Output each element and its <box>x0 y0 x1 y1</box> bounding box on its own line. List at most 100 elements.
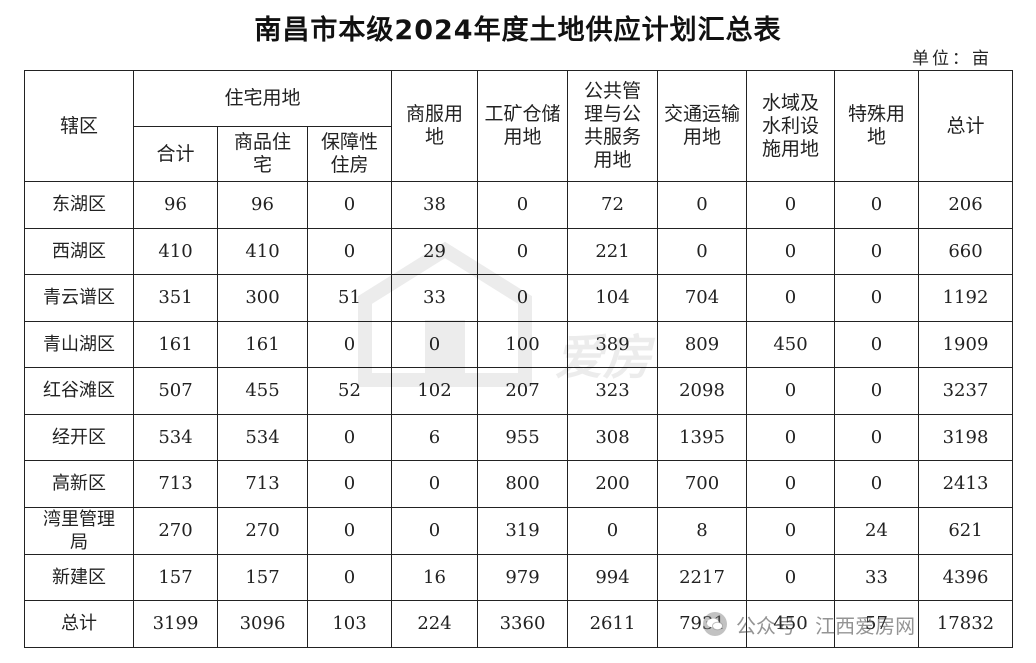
cell-transport: 2098 <box>657 367 747 415</box>
cell-transport: 700 <box>657 460 747 508</box>
table-row: 高新区 713 713 0 0 800 200 700 0 0 2413 <box>24 460 1013 508</box>
cell-public: 104 <box>567 274 658 322</box>
cell-industrial: 979 <box>477 553 568 601</box>
cell-water: 0 <box>746 227 835 275</box>
cell-industrial: 0 <box>477 274 568 322</box>
cell-district: 青云谱区 <box>24 274 134 322</box>
cell-res-affordable: 52 <box>307 367 392 415</box>
cell-commercial: 33 <box>391 274 478 322</box>
cell-special: 0 <box>834 227 919 275</box>
table-row: 青云谱区 351 300 51 33 0 104 704 0 0 1192 <box>24 274 1013 322</box>
header-total: 总计 <box>918 70 1013 182</box>
cell-special: 0 <box>834 367 919 415</box>
cell-district: 总计 <box>24 600 134 648</box>
cell-res-commercial: 300 <box>217 274 308 322</box>
table-row: 湾里管理局 270 270 0 0 319 0 8 0 24 621 <box>24 506 1013 555</box>
header-res-commercial: 商品住宅 <box>217 126 308 182</box>
cell-res-affordable: 0 <box>307 181 392 229</box>
cell-district: 青山湖区 <box>24 320 134 368</box>
header-residential: 住宅用地 <box>133 70 392 127</box>
footer-text: 公众号 · 江西爱房网 <box>736 613 916 638</box>
cell-public: 323 <box>567 367 658 415</box>
cell-res-commercial: 410 <box>217 227 308 275</box>
cell-res-commercial: 3096 <box>217 600 308 648</box>
cell-res-commercial: 713 <box>217 460 308 508</box>
cell-commercial: 0 <box>391 460 478 508</box>
cell-water: 0 <box>746 413 835 461</box>
cell-res-affordable: 0 <box>307 506 392 555</box>
cell-res-affordable: 0 <box>307 460 392 508</box>
cell-res-affordable: 0 <box>307 227 392 275</box>
cell-water: 450 <box>746 600 835 648</box>
cell-special: 0 <box>834 181 919 229</box>
table-row: 红谷滩区 507 455 52 102 207 323 2098 0 0 3237 <box>24 367 1013 415</box>
cell-district: 新建区 <box>24 553 134 601</box>
cell-total: 4396 <box>918 553 1013 601</box>
cell-commercial: 0 <box>391 506 478 555</box>
cell-total: 206 <box>918 181 1013 229</box>
cell-total: 621 <box>918 506 1013 555</box>
cell-industrial: 0 <box>477 181 568 229</box>
cell-transport: 8 <box>657 506 747 555</box>
cell-public: 2611 <box>567 600 658 648</box>
cell-total: 17832 <box>918 600 1013 648</box>
table-row: 东湖区 96 96 0 38 0 72 0 0 0 206 <box>24 181 1013 229</box>
header-water: 水域及水利设施用地 <box>746 70 835 182</box>
header-transport: 交通运输用地 <box>657 70 747 182</box>
table-row: 经开区 534 534 0 6 955 308 1395 0 0 3198 <box>24 413 1013 461</box>
cell-public: 0 <box>567 506 658 555</box>
cell-commercial: 16 <box>391 553 478 601</box>
cell-res-commercial: 96 <box>217 181 308 229</box>
cell-total: 3237 <box>918 367 1013 415</box>
cell-public: 72 <box>567 181 658 229</box>
cell-water: 0 <box>746 460 835 508</box>
header-res-affordable: 保障性住房 <box>307 126 392 182</box>
cell-special: 0 <box>834 460 919 508</box>
cell-commercial: 102 <box>391 367 478 415</box>
cell-res-total: 351 <box>133 274 218 322</box>
cell-res-affordable: 0 <box>307 413 392 461</box>
cell-district: 湾里管理局 <box>24 506 134 555</box>
cell-total: 1192 <box>918 274 1013 322</box>
cell-industrial: 319 <box>477 506 568 555</box>
cell-water: 0 <box>746 553 835 601</box>
cell-industrial: 100 <box>477 320 568 368</box>
cell-special: 0 <box>834 320 919 368</box>
table-row: 总计 3199 3096 103 224 3360 2611 7931 450 57 17832 <box>24 600 1013 648</box>
cell-res-affordable: 0 <box>307 320 392 368</box>
cell-res-total: 3199 <box>133 600 218 648</box>
cell-res-commercial: 270 <box>217 506 308 555</box>
cell-district: 西湖区 <box>24 227 134 275</box>
cell-public: 308 <box>567 413 658 461</box>
cell-res-commercial: 161 <box>217 320 308 368</box>
unit-label: 单位：亩 <box>912 49 992 69</box>
cell-public: 389 <box>567 320 658 368</box>
cell-special: 57 <box>834 600 919 648</box>
cell-district: 经开区 <box>24 413 134 461</box>
cell-transport: 7931 <box>657 600 747 648</box>
cell-total: 3198 <box>918 413 1013 461</box>
cell-commercial: 29 <box>391 227 478 275</box>
cell-water: 0 <box>746 274 835 322</box>
header-commercial: 商服用地 <box>391 70 478 182</box>
wechat-icon <box>703 612 727 636</box>
cell-transport: 2217 <box>657 553 747 601</box>
cell-res-total: 270 <box>133 506 218 555</box>
cell-industrial: 0 <box>477 227 568 275</box>
header-public: 公共管理与公共服务用地 <box>567 70 658 182</box>
cell-public: 994 <box>567 553 658 601</box>
cell-special: 33 <box>834 553 919 601</box>
cell-industrial: 955 <box>477 413 568 461</box>
table-body: 东湖区 96 96 0 38 0 72 0 0 0 206 西湖区 410 410 0 29 0 221 0 0 0 66… <box>24 181 1013 648</box>
cell-res-commercial: 157 <box>217 553 308 601</box>
header-district: 辖区 <box>24 70 134 182</box>
cell-industrial: 3360 <box>477 600 568 648</box>
cell-transport: 809 <box>657 320 747 368</box>
cell-transport: 704 <box>657 274 747 322</box>
cell-res-total: 157 <box>133 553 218 601</box>
page-title: 南昌市本级2024年度土地供应计划汇总表 <box>254 15 782 46</box>
cell-transport: 1395 <box>657 413 747 461</box>
cell-res-affordable: 0 <box>307 553 392 601</box>
cell-res-commercial: 534 <box>217 413 308 461</box>
cell-res-total: 713 <box>133 460 218 508</box>
